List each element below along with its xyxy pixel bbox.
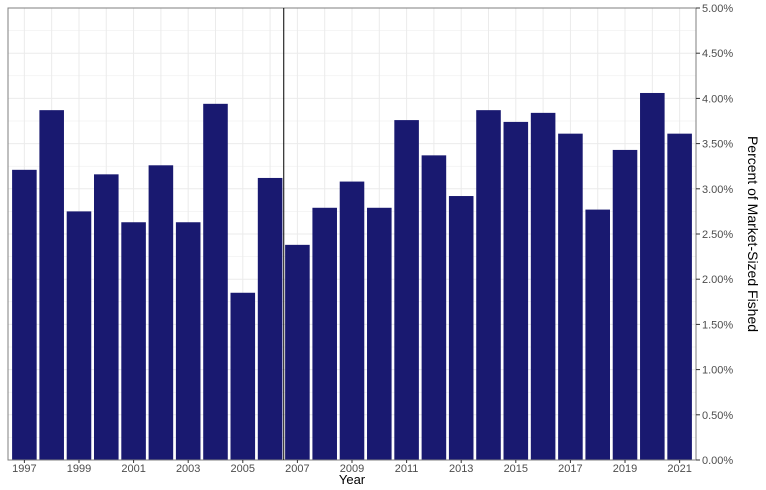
- bar-2003: [175, 222, 201, 460]
- bars: [12, 92, 692, 461]
- bar-2000: [94, 174, 119, 460]
- y-tick-label: 4.00%: [702, 93, 733, 105]
- y-tick-label: 0.00%: [702, 455, 733, 467]
- x-tick-label: 2005: [231, 463, 255, 475]
- bar-2017: [558, 133, 583, 460]
- x-tick-label: 2011: [395, 463, 419, 475]
- bar-2004: [203, 103, 228, 460]
- y-tick-label: 2.00%: [702, 274, 733, 286]
- y-tick-label: 3.50%: [702, 139, 733, 151]
- x-tick-label: 2015: [504, 463, 528, 475]
- bar-2005: [230, 292, 256, 460]
- bar-2011: [394, 120, 419, 460]
- bar-2016: [530, 112, 556, 460]
- bar-2002: [148, 165, 174, 460]
- bar-2021: [667, 133, 692, 460]
- x-tick-label: 2019: [613, 463, 637, 475]
- y-tick-label: 2.50%: [702, 229, 733, 241]
- x-tick-label: 2021: [667, 463, 691, 475]
- bar-2018: [585, 209, 610, 460]
- bar-2009: [339, 181, 365, 460]
- bar-2015: [503, 121, 529, 461]
- bar-2010: [367, 207, 392, 460]
- y-tick-label: 1.00%: [702, 365, 733, 377]
- x-tick-label: 2013: [449, 463, 473, 475]
- y-tick-label: 1.50%: [702, 319, 733, 331]
- bar-2013: [448, 196, 474, 461]
- x-tick-label: 2009: [340, 463, 364, 475]
- bar-2001: [121, 222, 146, 460]
- x-tick-label: 2007: [285, 463, 309, 475]
- y-tick-label: 4.50%: [702, 48, 733, 60]
- bar-1998: [39, 110, 64, 460]
- bar-2014: [476, 110, 501, 460]
- bar-2020: [640, 92, 665, 460]
- y-tick-label: 0.50%: [702, 410, 733, 422]
- y-axis: 0.00% 0.50% 1.00% 1.50% 2.00% 2.50% 3.00% 3.50%…: [696, 3, 733, 467]
- y-axis-label: Percent of Market-Sized Fished: [745, 136, 761, 332]
- x-tick-label: 2017: [558, 463, 582, 475]
- x-axis: 1997 1999 2001 2003 2005 2007 2009 2011 2013 2015…: [12, 460, 692, 475]
- bar-1997: [12, 169, 37, 461]
- y-tick-label: 3.00%: [702, 184, 733, 196]
- bar-2007: [285, 244, 310, 460]
- bar-2006: [257, 177, 283, 460]
- x-tick-label: 2003: [176, 463, 200, 475]
- bar-1999: [66, 211, 92, 460]
- x-axis-label: Year: [339, 472, 366, 485]
- x-tick-label: 2001: [121, 463, 145, 475]
- x-tick-label: 1997: [12, 463, 36, 475]
- y-tick-label: 5.00%: [702, 3, 733, 15]
- bar-2008: [312, 207, 337, 460]
- bar-2012: [421, 155, 447, 461]
- bar-2019: [612, 149, 638, 461]
- x-tick-label: 1999: [67, 463, 91, 475]
